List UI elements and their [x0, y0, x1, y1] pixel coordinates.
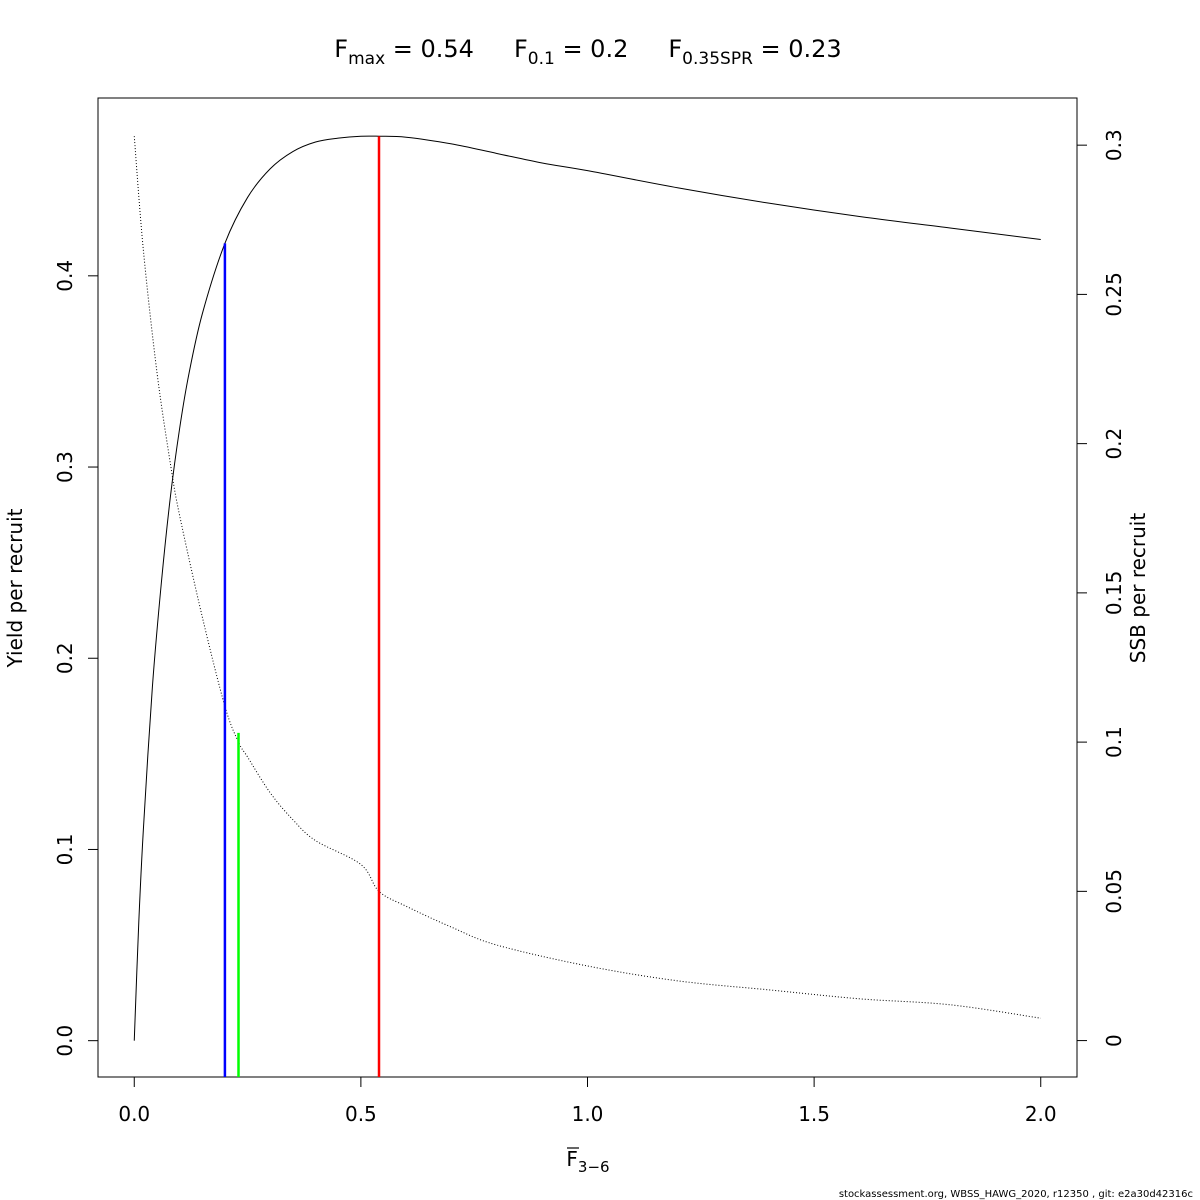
ssb-per-recruit-line [133, 136, 1041, 1019]
title-reference-point: F [514, 35, 528, 63]
footer-credit: stockassessment.org, WBSS_HAWG_2020, r12… [839, 1189, 1193, 1200]
y-left-tick-label: 0.4 [53, 260, 77, 292]
y-left-tick-label: 0.2 [53, 642, 77, 674]
y-right-tick-label: 0.2 [1102, 428, 1126, 460]
x-axis-label: F3−6 [566, 1147, 609, 1176]
title-subscript: max [348, 49, 385, 69]
title-subscript: 0.35SPR [682, 49, 753, 69]
title-value: = 0.2 [555, 35, 629, 63]
chart-title: Fmax = 0.54 F0.1 = 0.2 F0.35SPR = 0.23 [334, 35, 841, 69]
y-right-tick-label: 0.1 [1102, 726, 1126, 758]
y-right-tick-label: 0.15 [1102, 571, 1126, 616]
title-reference-point: F [668, 35, 682, 63]
title-value: = 0.54 [385, 35, 474, 63]
x-tick-label: 0.5 [345, 1102, 377, 1126]
title-subscript: 0.1 [528, 49, 555, 69]
y-right-axis-label: SSB per recruit [1126, 513, 1150, 664]
y-left-tick-label: 0.3 [53, 451, 77, 483]
x-tick-label: 1.0 [572, 1102, 604, 1126]
x-tick-label: 2.0 [1025, 1102, 1057, 1126]
y-left-axis-label: Yield per recruit [3, 508, 27, 668]
y-left-tick-label: 0.0 [53, 1025, 77, 1057]
y-right-tick-label: 0.05 [1102, 869, 1126, 914]
y-right-tick-label: 0.25 [1102, 272, 1126, 317]
plot-frame [97, 97, 1078, 1078]
y-right-tick-label: 0.3 [1102, 129, 1126, 161]
x-tick-label: 0.0 [118, 1102, 150, 1126]
x-axis-label-main: F [566, 1147, 578, 1171]
yield-per-recruit-line [133, 135, 1041, 1041]
x-axis-label-subscript: 3−6 [578, 1158, 610, 1176]
title-value: = 0.23 [753, 35, 842, 63]
y-left-tick-label: 0.1 [53, 834, 77, 866]
title-reference-point: F [334, 35, 348, 63]
y-right-tick-label: 0 [1102, 1034, 1126, 1047]
x-tick-label: 1.5 [798, 1102, 830, 1126]
